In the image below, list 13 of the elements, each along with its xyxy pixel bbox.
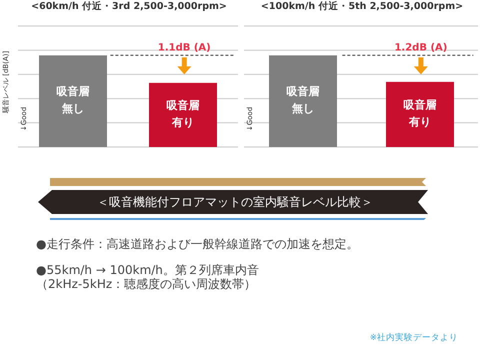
text: ●走行条件：高速道路および一般幹線道路での加速を想定。 <box>36 236 358 253</box>
x-tick-label: 吸音層有り <box>166 98 200 129</box>
x-tick-label: 吸音層有り <box>404 98 436 128</box>
text: ●55km/h → 100km/h。第２列席車内音 <box>36 262 259 278</box>
x-tick-label: 吸音層無し <box>56 85 90 116</box>
text: （2kHz-5kHz：聴感度の高い周波数帯） <box>36 276 256 293</box>
ref-line-label: 1.2dB (A) <box>394 42 448 54</box>
ref-line-label: 1.1dB (A) <box>158 42 211 54</box>
text: ＜吸音機能付フロアマットの室内騒音レベル比較＞ <box>96 194 374 211</box>
chart-title: <60km/h 付近・3rd 2,500-3,000rpm> <box>30 0 228 14</box>
x-tick-label: 吸音層無し <box>286 85 320 116</box>
chart-title: <100km/h 付近・5th 2,500-3,000rpm> <box>260 0 464 14</box>
text: ※社内実験データより <box>370 332 458 344</box>
